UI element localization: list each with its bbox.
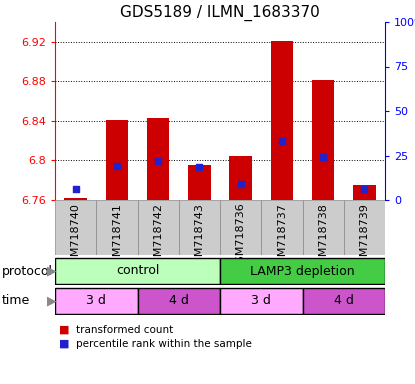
Bar xyxy=(220,200,261,255)
Bar xyxy=(220,288,303,314)
Bar xyxy=(261,200,303,255)
Bar xyxy=(220,258,385,284)
Text: 3 d: 3 d xyxy=(86,295,106,308)
Bar xyxy=(353,185,376,200)
Text: ▶: ▶ xyxy=(47,265,57,278)
Bar xyxy=(303,288,385,314)
Bar xyxy=(96,200,137,255)
Text: 4 d: 4 d xyxy=(169,295,189,308)
Text: ▶: ▶ xyxy=(47,295,57,308)
Text: GSM718742: GSM718742 xyxy=(153,203,163,271)
Text: GSM718741: GSM718741 xyxy=(112,203,122,271)
Bar xyxy=(344,200,385,255)
Point xyxy=(237,181,244,187)
Text: ■: ■ xyxy=(59,339,70,349)
Text: time: time xyxy=(2,295,30,308)
Bar xyxy=(188,166,211,200)
Text: 4 d: 4 d xyxy=(334,295,354,308)
Text: control: control xyxy=(116,265,159,278)
Text: ■: ■ xyxy=(59,325,70,335)
Text: transformed count: transformed count xyxy=(76,325,173,335)
Point xyxy=(278,137,285,144)
Point xyxy=(155,158,161,164)
Bar xyxy=(105,120,128,200)
Bar xyxy=(64,198,87,200)
Point xyxy=(72,186,79,192)
Point xyxy=(361,186,368,192)
Point xyxy=(114,163,120,169)
Bar xyxy=(55,258,220,284)
Bar xyxy=(55,288,137,314)
Text: GSM718737: GSM718737 xyxy=(277,203,287,271)
Text: GSM718740: GSM718740 xyxy=(71,203,81,271)
Bar xyxy=(179,200,220,255)
Bar xyxy=(312,80,334,200)
Text: LAMP3 depletion: LAMP3 depletion xyxy=(250,265,355,278)
Point xyxy=(320,154,327,161)
Text: GSM718743: GSM718743 xyxy=(194,203,204,271)
Text: GSM718738: GSM718738 xyxy=(318,203,328,271)
Text: GSM718739: GSM718739 xyxy=(359,203,369,271)
Bar xyxy=(137,200,179,255)
Bar xyxy=(303,200,344,255)
Bar xyxy=(137,288,220,314)
Text: percentile rank within the sample: percentile rank within the sample xyxy=(76,339,251,349)
Text: 3 d: 3 d xyxy=(251,295,271,308)
Text: protocol: protocol xyxy=(2,265,53,278)
Point xyxy=(196,164,203,170)
Text: GSM718736: GSM718736 xyxy=(236,203,246,270)
Bar xyxy=(147,118,169,200)
Title: GDS5189 / ILMN_1683370: GDS5189 / ILMN_1683370 xyxy=(120,5,320,21)
Bar xyxy=(229,156,252,200)
Bar xyxy=(55,200,96,255)
Bar xyxy=(271,41,293,200)
